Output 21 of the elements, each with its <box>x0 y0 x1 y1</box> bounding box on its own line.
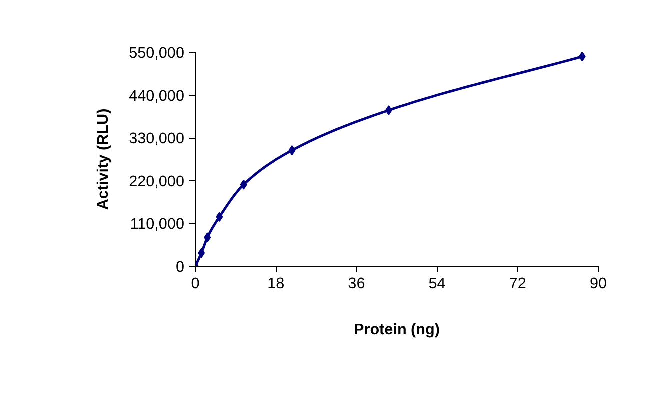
point <box>198 248 206 258</box>
y-tick-label: 0 <box>176 259 185 276</box>
point <box>385 105 392 116</box>
x-tick-label: 36 <box>348 276 366 292</box>
point <box>288 146 296 156</box>
y-tick-label: 440,000 <box>129 88 185 105</box>
point <box>578 52 586 62</box>
x-tick-label: 18 <box>268 276 285 292</box>
y-tick-label: 220,000 <box>129 173 185 190</box>
y-tick-label: 550,000 <box>129 45 185 62</box>
point <box>216 212 224 222</box>
y-axis-title: Activity (RLU) <box>95 108 112 210</box>
x-tick-label: 72 <box>509 276 526 292</box>
y-tick-label: 330,000 <box>129 130 185 148</box>
x-tick-label: 0 <box>191 276 200 292</box>
point <box>204 232 212 243</box>
point <box>240 180 248 190</box>
x-tick-label: 90 <box>590 276 608 292</box>
x-tick-label: 54 <box>428 276 446 292</box>
y-tick-label: 110,000 <box>130 216 185 234</box>
x-axis-title: Protein (ng) <box>354 322 440 338</box>
